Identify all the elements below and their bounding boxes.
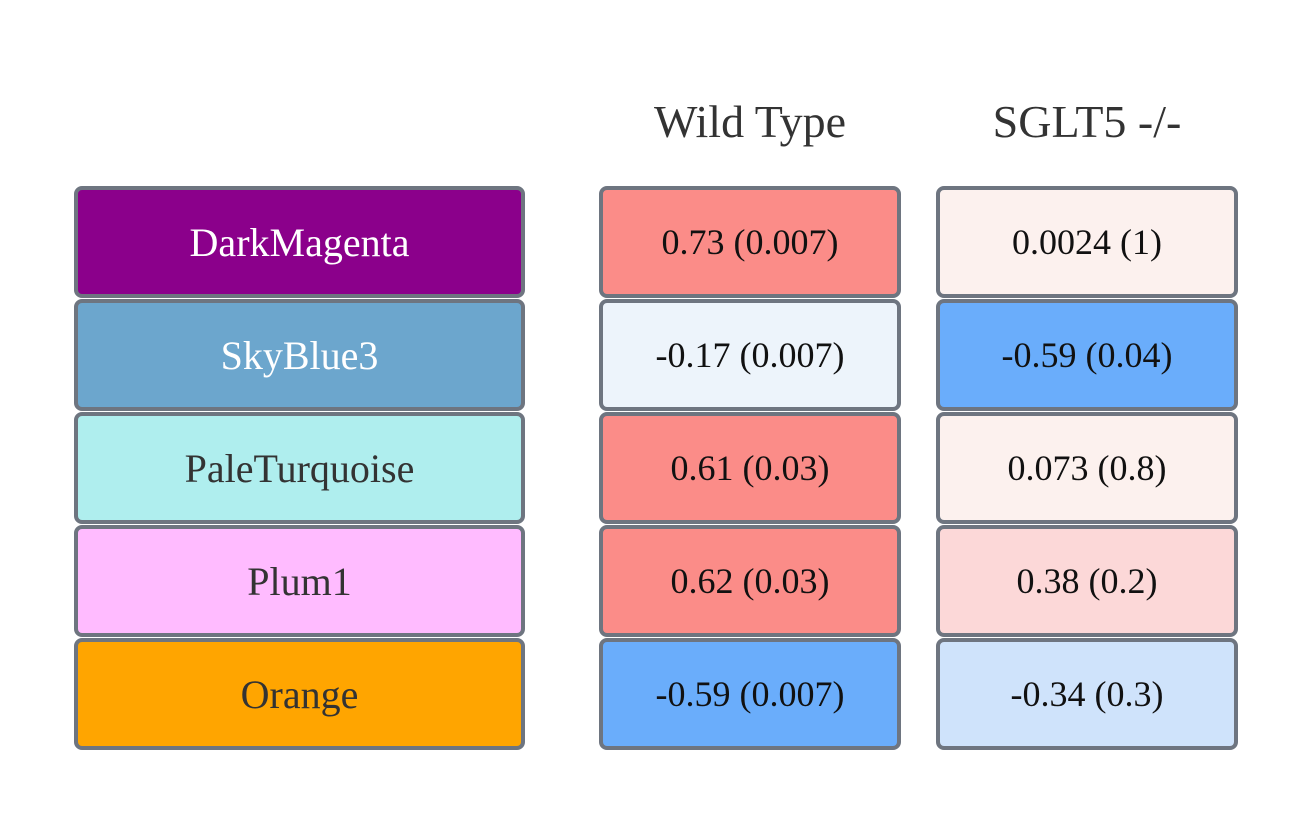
module-label-cell: DarkMagenta <box>74 186 525 298</box>
correlation-value-cell: 0.73 (0.007) <box>599 186 901 298</box>
correlation-value-cell: -0.59 (0.04) <box>936 299 1238 411</box>
module-label-cell: PaleTurquoise <box>74 412 525 524</box>
correlation-value-cell: 0.38 (0.2) <box>936 525 1238 637</box>
correlation-value-cell: 0.62 (0.03) <box>599 525 901 637</box>
module-label-cell: SkyBlue3 <box>74 299 525 411</box>
module-label-cell: Orange <box>74 638 525 750</box>
correlation-value-cell: 0.61 (0.03) <box>599 412 901 524</box>
module-label-cell: Plum1 <box>74 525 525 637</box>
correlation-value-cell: -0.59 (0.007) <box>599 638 901 750</box>
column-header-sglt5-knockout: SGLT5 -/- <box>992 96 1182 147</box>
correlation-value-cell: -0.17 (0.007) <box>599 299 901 411</box>
correlation-value-cell: 0.0024 (1) <box>936 186 1238 298</box>
column-header-wild-type: Wild Type <box>653 96 847 147</box>
correlation-value-cell: -0.34 (0.3) <box>936 638 1238 750</box>
correlation-value-cell: 0.073 (0.8) <box>936 412 1238 524</box>
